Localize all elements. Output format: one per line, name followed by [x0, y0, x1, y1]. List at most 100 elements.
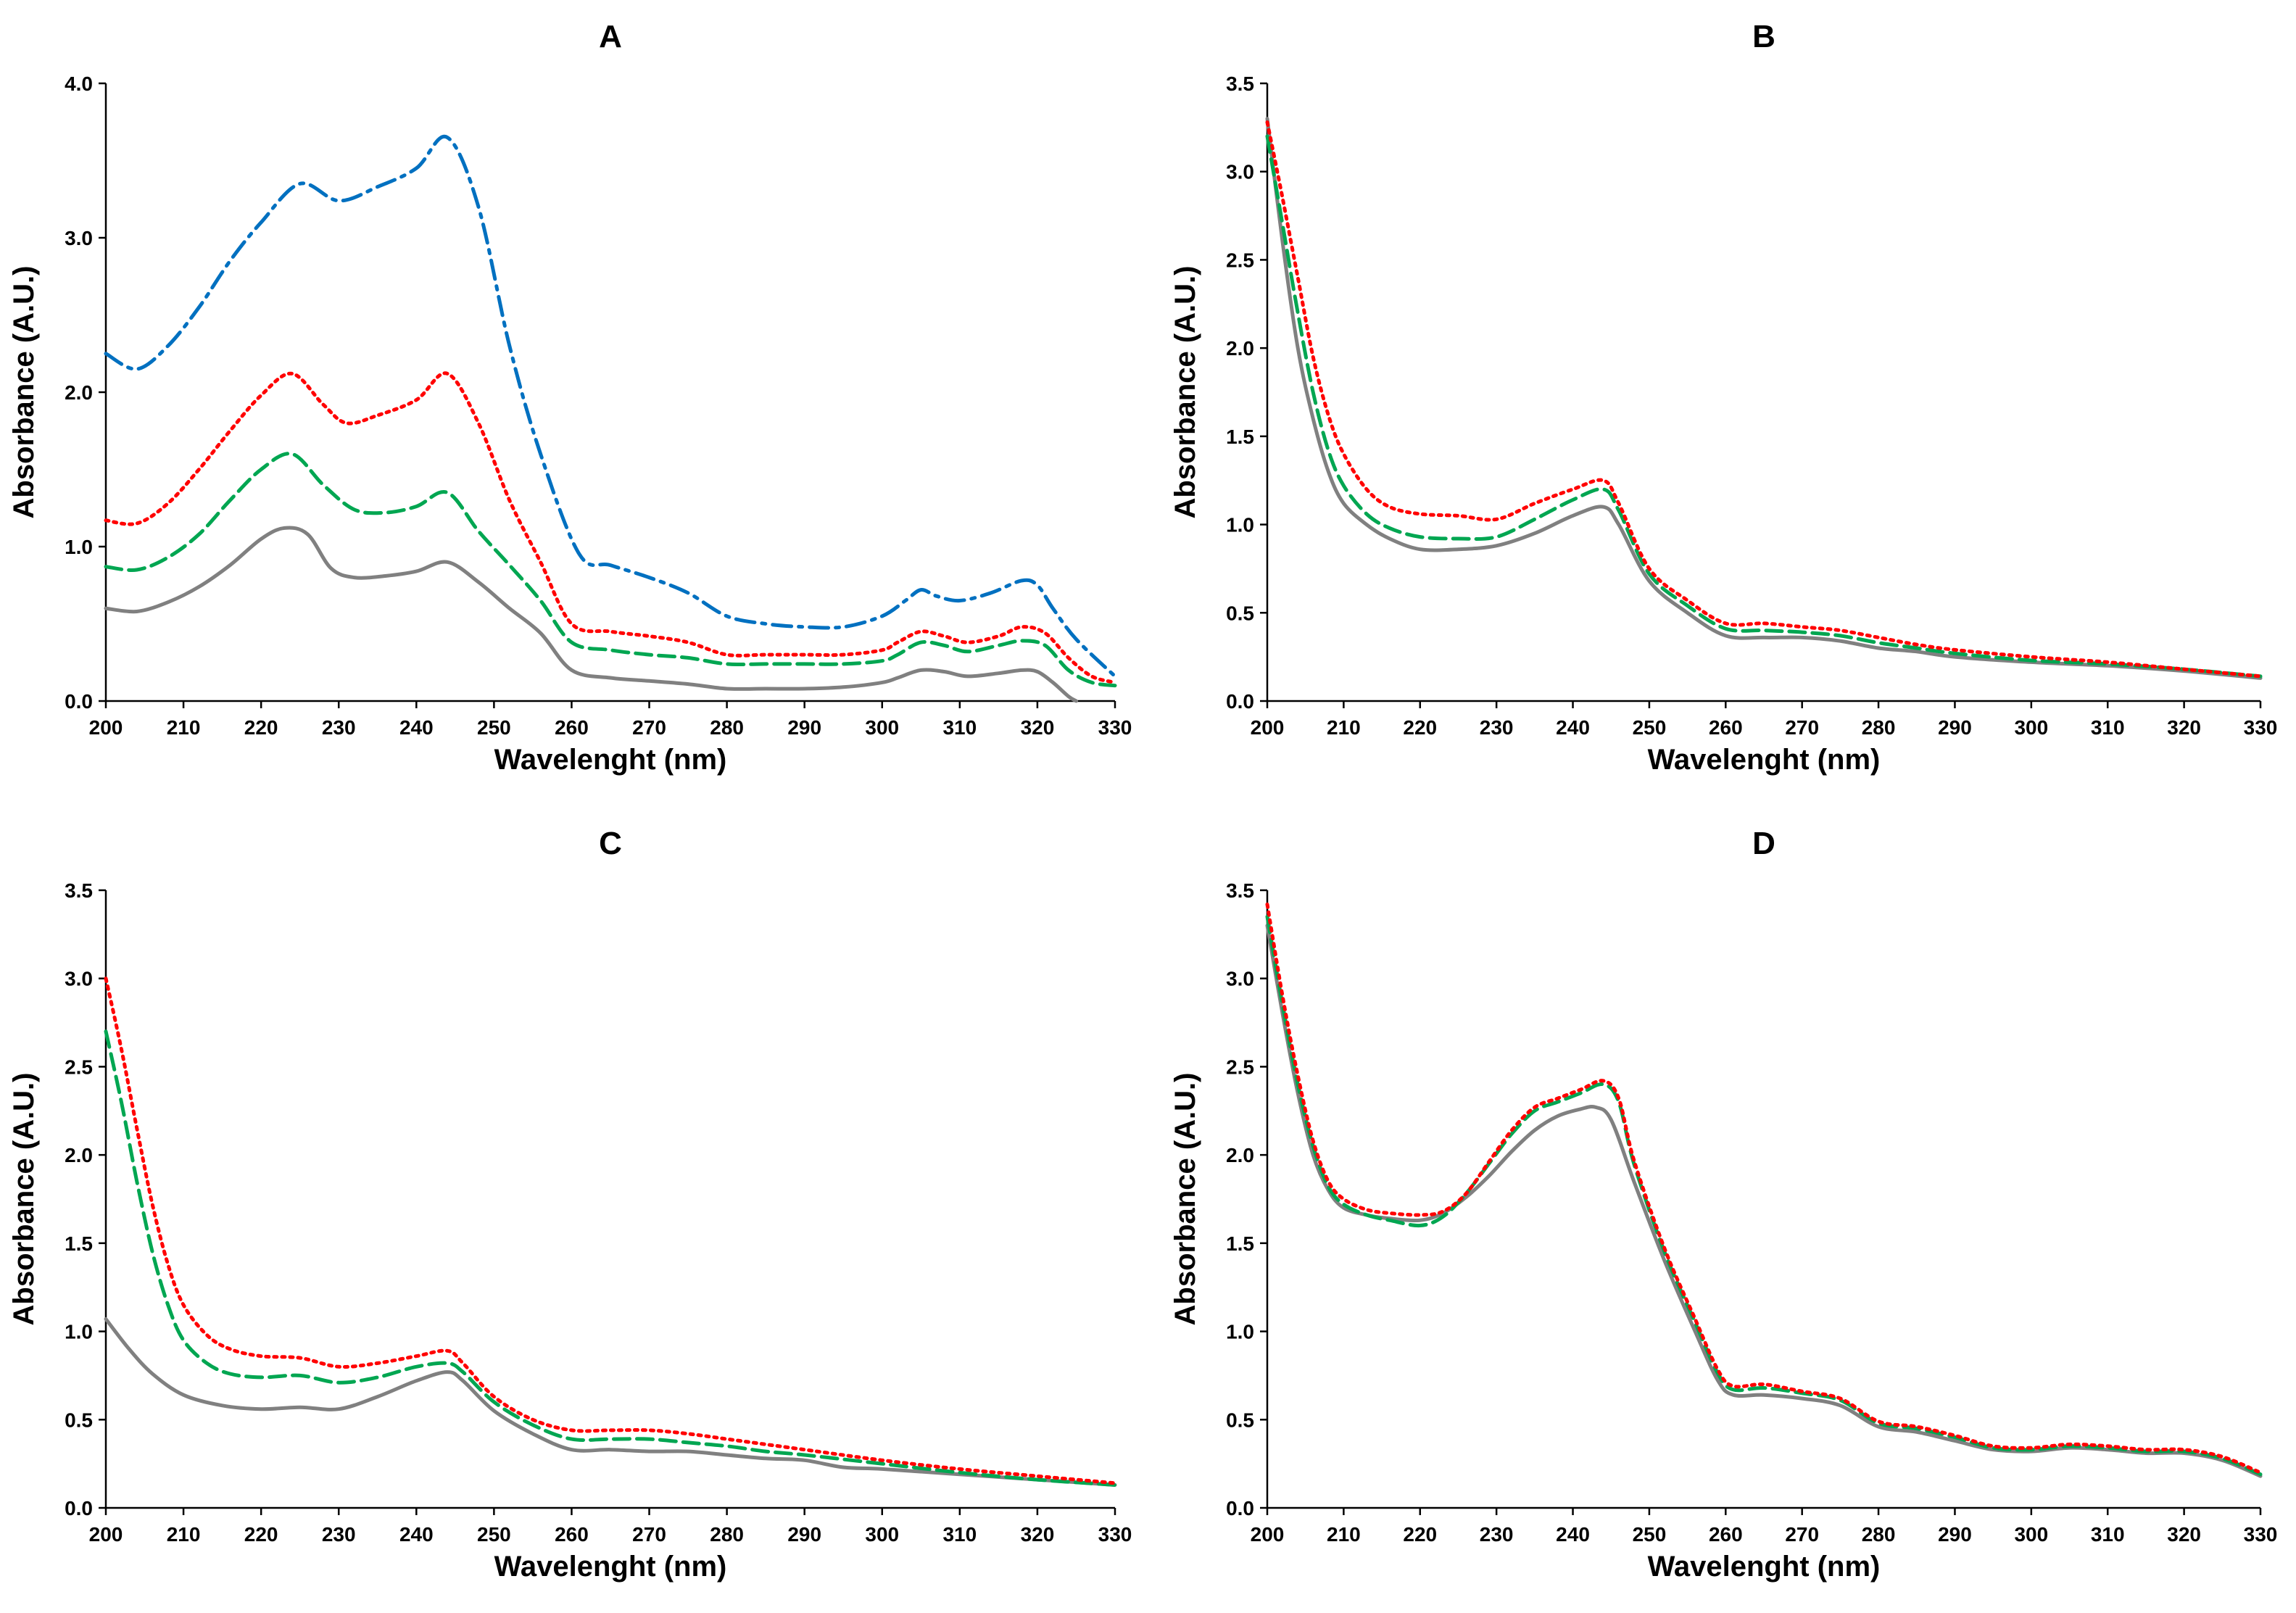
panel-title: C — [599, 826, 622, 861]
x-tick-label: 270 — [632, 716, 666, 739]
series-line-dashed — [1265, 915, 2263, 1477]
y-axis-label: Absorbance (A.U.) — [8, 1073, 40, 1326]
x-tick-label: 320 — [1021, 1523, 1055, 1546]
x-tick-label: 240 — [1556, 716, 1590, 739]
panel-title: D — [1752, 826, 1775, 861]
y-tick-label: 0.0 — [1226, 1497, 1254, 1519]
x-tick-label: 300 — [2014, 1523, 2048, 1546]
x-tick-label: 240 — [399, 716, 434, 739]
y-tick-label: 0.5 — [1226, 1409, 1254, 1431]
x-tick-label: 250 — [1633, 1523, 1667, 1546]
panel-d: D 0.0 0.5 1.0 1.5 2.0 2.5 3.0 3.5 200 210 220 230 240… — [1169, 826, 2277, 1583]
x-tick-label: 220 — [244, 1523, 278, 1546]
x-tick-label: 260 — [555, 716, 589, 739]
x-tick-label: 220 — [1403, 1523, 1437, 1546]
panel-title: B — [1752, 19, 1775, 54]
x-tick-label: 310 — [942, 716, 977, 739]
series-line-dotted — [104, 976, 1117, 1485]
x-tick-label: 320 — [1021, 716, 1055, 739]
series-line-dashed — [104, 452, 1117, 688]
y-axis-label: Absorbance (A.U.) — [1169, 1073, 1201, 1326]
x-tick-label: 290 — [1938, 1523, 1972, 1546]
x-tick-label: 300 — [2014, 716, 2048, 739]
x-tick-label: 300 — [865, 716, 899, 739]
y-tick-label: 3.5 — [65, 879, 93, 902]
x-tick-label: 280 — [710, 716, 744, 739]
x-tick-label: 310 — [942, 1523, 977, 1546]
x-axis-label: Wavelenght (nm) — [494, 1551, 727, 1583]
x-tick-label: 230 — [1480, 716, 1514, 739]
x-tick-label: 210 — [1327, 716, 1361, 739]
x-tick-label: 240 — [399, 1523, 434, 1546]
series-line-solid — [1265, 924, 2263, 1478]
series-line-dotted — [104, 371, 1117, 684]
x-axis-label: Wavelenght (nm) — [1648, 1551, 1881, 1583]
y-tick-label: 1.0 — [65, 1321, 93, 1343]
panel-c: C 0.0 0.5 1.0 1.5 2.0 2.5 3.0 3.5 200 210 220 230 240… — [8, 826, 1132, 1583]
series-line-dashed — [1265, 134, 2263, 679]
x-tick-label: 270 — [1785, 1523, 1819, 1546]
x-axis-label: Wavelenght (nm) — [494, 744, 727, 776]
x-tick-label: 250 — [477, 1523, 511, 1546]
y-tick-label: 1.0 — [1226, 1321, 1254, 1343]
x-tick-label: 220 — [1403, 716, 1437, 739]
x-tick-label: 230 — [322, 1523, 356, 1546]
y-tick-label: 1.5 — [65, 1232, 93, 1255]
panel-title: A — [599, 19, 622, 54]
x-tick-label: 200 — [1251, 1523, 1285, 1546]
x-tick-label: 240 — [1556, 1523, 1590, 1546]
x-tick-label: 250 — [477, 716, 511, 739]
y-tick-label: 2.5 — [1226, 249, 1254, 271]
series-line-solid — [104, 526, 1078, 703]
x-tick-label: 220 — [244, 716, 278, 739]
y-tick-label: 3.0 — [65, 968, 93, 990]
series-line-solid — [1265, 117, 2263, 680]
x-tick-label: 320 — [2167, 1523, 2201, 1546]
x-tick-label: 290 — [787, 1523, 821, 1546]
x-tick-label: 210 — [1327, 1523, 1361, 1546]
x-tick-label: 330 — [1098, 716, 1132, 739]
x-tick-label: 310 — [2091, 716, 2125, 739]
series-line-solid — [104, 1317, 1117, 1487]
series-line-dotted — [1265, 903, 2263, 1475]
x-tick-label: 330 — [1098, 1523, 1132, 1546]
x-tick-label: 280 — [1862, 716, 1896, 739]
x-tick-label: 260 — [1709, 716, 1743, 739]
y-tick-label: 3.0 — [1226, 161, 1254, 183]
panel-b: B 0.0 0.5 1.0 1.5 2.0 2.5 3.0 3.5 200 210 220 230 240… — [1169, 19, 2277, 776]
y-tick-label: 3.0 — [1226, 968, 1254, 990]
y-tick-label: 2.5 — [1226, 1056, 1254, 1078]
y-axis-label: Absorbance (A.U.) — [1169, 266, 1201, 519]
x-tick-label: 320 — [2167, 716, 2201, 739]
x-tick-label: 260 — [1709, 1523, 1743, 1546]
y-tick-label: 3.5 — [1226, 879, 1254, 902]
x-tick-label: 290 — [787, 716, 821, 739]
x-tick-label: 300 — [865, 1523, 899, 1546]
x-tick-label: 280 — [1862, 1523, 1896, 1546]
x-tick-label: 270 — [1785, 716, 1819, 739]
y-tick-label: 0.0 — [65, 690, 93, 713]
y-tick-label: 0.0 — [1226, 690, 1254, 713]
x-tick-label: 250 — [1633, 716, 1667, 739]
y-tick-label: 2.0 — [1226, 337, 1254, 360]
x-tick-label: 270 — [632, 1523, 666, 1546]
x-tick-label: 210 — [167, 1523, 201, 1546]
panel-a: A 0.0 1.0 2.0 3.0 4.0 200 210 220 230 240 250 260 270… — [8, 19, 1132, 776]
series-line-dotted — [1265, 120, 2263, 679]
y-tick-label: 2.5 — [65, 1056, 93, 1078]
y-tick-label: 1.0 — [1226, 514, 1254, 536]
x-tick-label: 230 — [1480, 1523, 1514, 1546]
x-tick-label: 280 — [710, 1523, 744, 1546]
x-tick-label: 200 — [89, 716, 123, 739]
y-axis-label: Absorbance (A.U.) — [8, 266, 40, 519]
x-tick-label: 200 — [89, 1523, 123, 1546]
series-line-dash-dot — [104, 134, 1117, 679]
series-line-dashed — [104, 1029, 1117, 1487]
y-tick-label: 3.0 — [65, 227, 93, 249]
x-tick-label: 200 — [1251, 716, 1285, 739]
y-tick-label: 4.0 — [65, 72, 93, 95]
x-tick-label: 230 — [322, 716, 356, 739]
x-tick-label: 330 — [2244, 1523, 2278, 1546]
y-tick-label: 1.5 — [1226, 1232, 1254, 1255]
x-tick-label: 210 — [167, 716, 201, 739]
